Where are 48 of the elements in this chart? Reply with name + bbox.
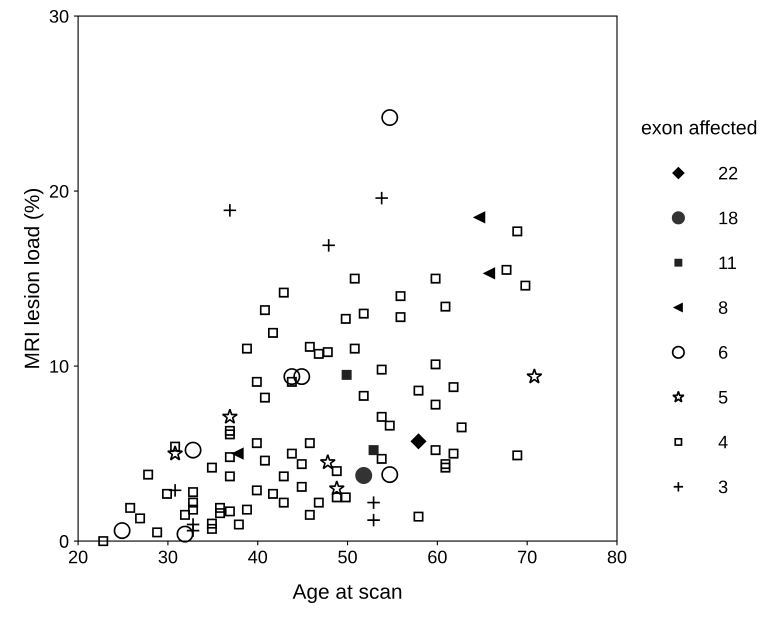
point — [474, 212, 486, 224]
y-axis-title: MRI lesion load (%) — [24, 188, 44, 368]
point — [167, 445, 184, 461]
point — [366, 513, 381, 528]
point — [342, 370, 352, 380]
point — [328, 480, 345, 496]
y-tick-label: 10 — [50, 360, 68, 373]
x-axis-title: Age at scan — [292, 584, 402, 604]
point — [381, 466, 398, 484]
point — [368, 445, 379, 456]
x-tick-label: 60 — [428, 550, 447, 564]
x-tick-label: 80 — [608, 550, 626, 564]
point — [526, 368, 542, 384]
point — [366, 496, 381, 510]
legend-label: 18 — [719, 212, 738, 224]
point — [374, 190, 389, 206]
point — [222, 203, 237, 218]
y-tick-label: 30 — [50, 10, 68, 23]
legend-title: exon affected — [642, 120, 756, 134]
x-tick-label: 50 — [338, 550, 357, 564]
point — [381, 109, 398, 126]
point — [114, 522, 131, 540]
point — [320, 454, 336, 470]
point — [184, 442, 202, 459]
legend-label: 3 — [718, 480, 728, 494]
y-tick-label: 0 — [60, 535, 68, 548]
x-tick-label: 70 — [518, 550, 537, 564]
legend-label: 22 — [719, 166, 738, 180]
legend-label: 6 — [719, 346, 728, 359]
point — [222, 408, 238, 424]
point — [283, 368, 300, 386]
point — [293, 368, 310, 386]
legend-label: 5 — [718, 391, 728, 404]
point — [322, 238, 336, 252]
x-tick-label: 40 — [248, 550, 268, 564]
point — [232, 448, 244, 460]
x-tick-label: 30 — [158, 550, 178, 564]
y-tick-label: 20 — [50, 185, 68, 198]
point — [186, 524, 200, 538]
point — [168, 483, 182, 498]
point — [176, 526, 194, 543]
point — [410, 434, 426, 450]
legend-label: 4 — [718, 436, 728, 448]
legend-label: 11 — [719, 256, 736, 269]
point — [484, 268, 496, 280]
x-tick-label: 20 — [68, 550, 88, 564]
legend-label: 8 — [718, 301, 728, 314]
point — [355, 467, 372, 484]
